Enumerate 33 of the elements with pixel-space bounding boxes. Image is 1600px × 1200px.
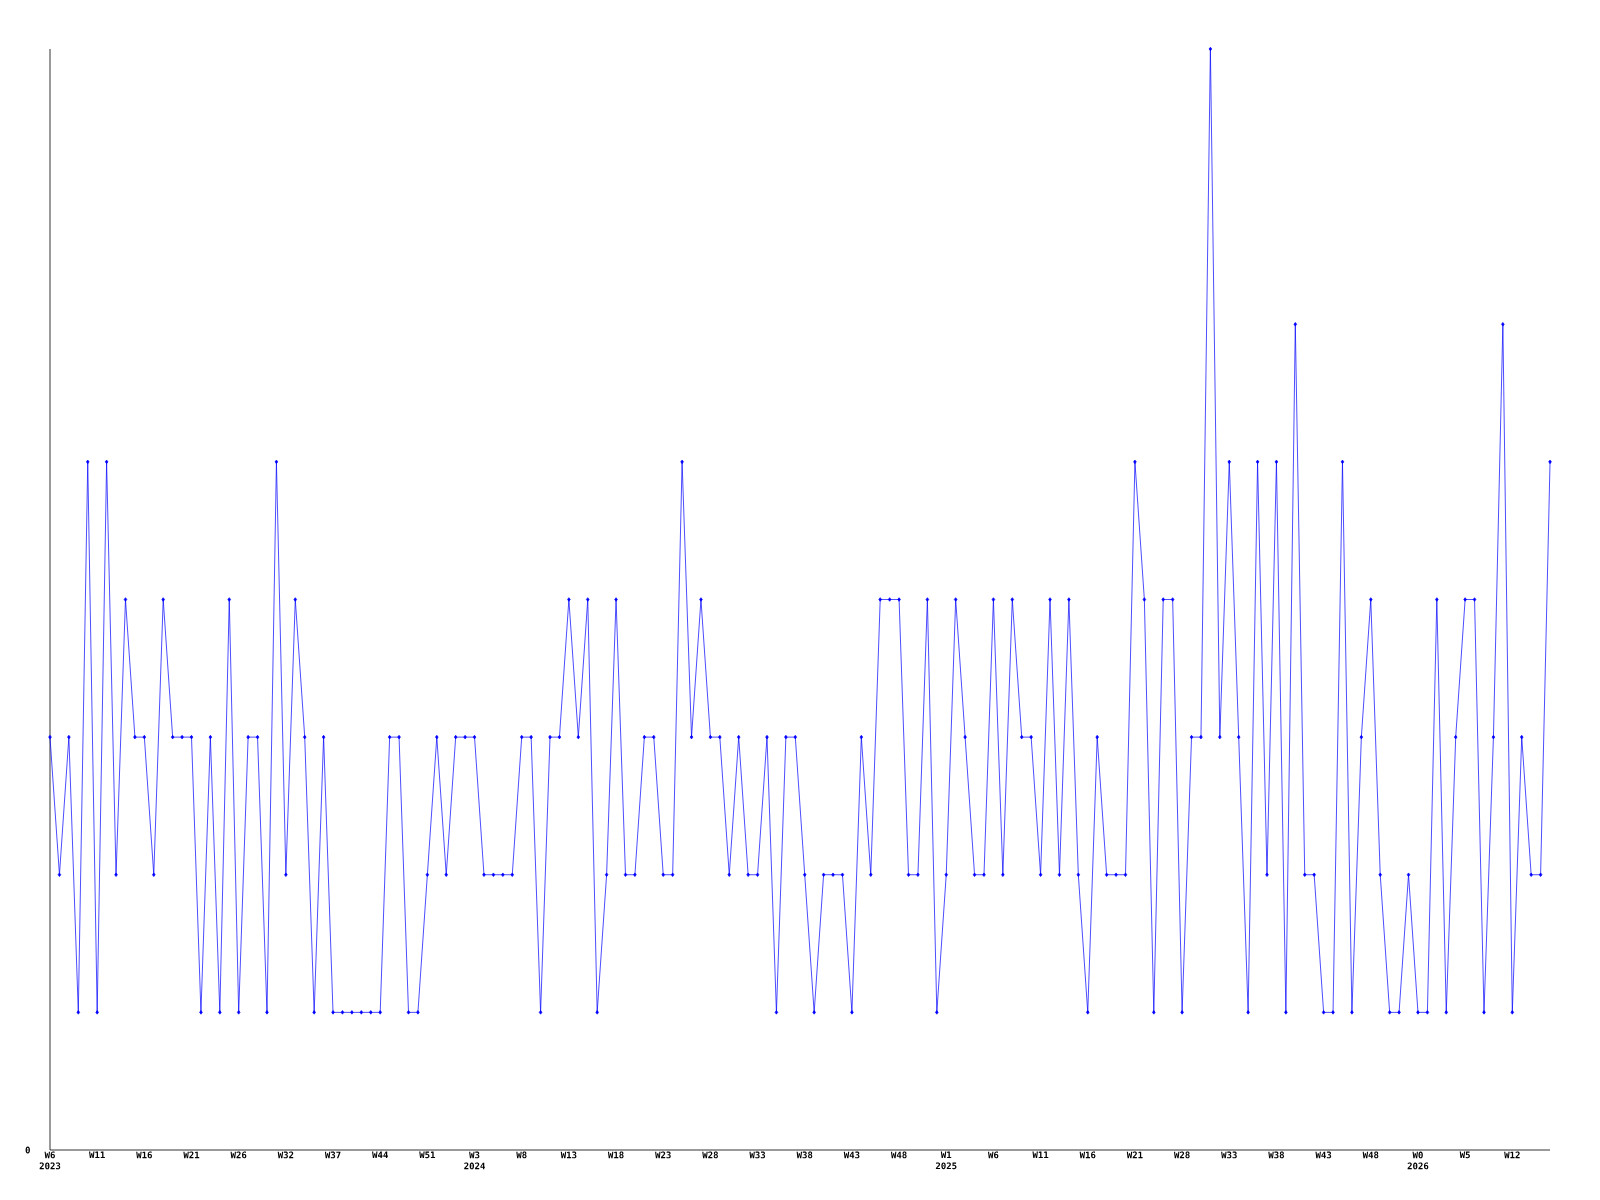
- x-tick-label: W13: [560, 1151, 577, 1159]
- x-tick-label: W38: [1268, 1151, 1284, 1159]
- x-tick-label: W0 2026: [1407, 1151, 1429, 1170]
- x-tick-label: W33: [1221, 1151, 1237, 1159]
- x-tick-label: W1 2025: [935, 1151, 957, 1170]
- x-tick-label: W26: [230, 1151, 247, 1159]
- x-tick-label: W11: [1032, 1151, 1049, 1159]
- x-tick-label: W43: [843, 1151, 860, 1159]
- x-tick-label: W38: [796, 1151, 813, 1159]
- x-tick-label: W16: [1079, 1151, 1096, 1159]
- x-tick-label: W48: [890, 1151, 907, 1159]
- x-tick-label: W12: [1504, 1151, 1520, 1159]
- x-tick-label: W51: [419, 1151, 436, 1159]
- x-tick-label: W16: [136, 1151, 152, 1159]
- text: 0: [25, 1146, 30, 1154]
- x-tick-label: W3 2024: [464, 1151, 485, 1170]
- x-tick-label: W43: [1315, 1151, 1332, 1159]
- x-tick-label: W6 2023: [39, 1151, 61, 1170]
- x-tick-label: W21: [183, 1151, 200, 1159]
- x-tick-label: W48: [1362, 1151, 1379, 1159]
- x-tick-label: W33: [749, 1151, 766, 1159]
- x-tick-label: W28: [702, 1151, 718, 1159]
- x-tick-label: W18: [607, 1151, 624, 1159]
- x-tick-label: W23: [655, 1151, 671, 1159]
- x-tick-label: W28: [1173, 1151, 1190, 1159]
- x-tick-label: W11: [89, 1151, 105, 1159]
- x-tick-label: W21: [1126, 1151, 1143, 1159]
- x-tick-label: W32: [277, 1151, 294, 1159]
- x-tick-label: W37: [324, 1151, 341, 1159]
- x-tick-label: W8: [516, 1151, 527, 1159]
- x-tick-label: W44: [372, 1151, 388, 1159]
- x-tick-label: W5: [1459, 1151, 1470, 1159]
- x-tick-label: W6: [988, 1151, 999, 1159]
